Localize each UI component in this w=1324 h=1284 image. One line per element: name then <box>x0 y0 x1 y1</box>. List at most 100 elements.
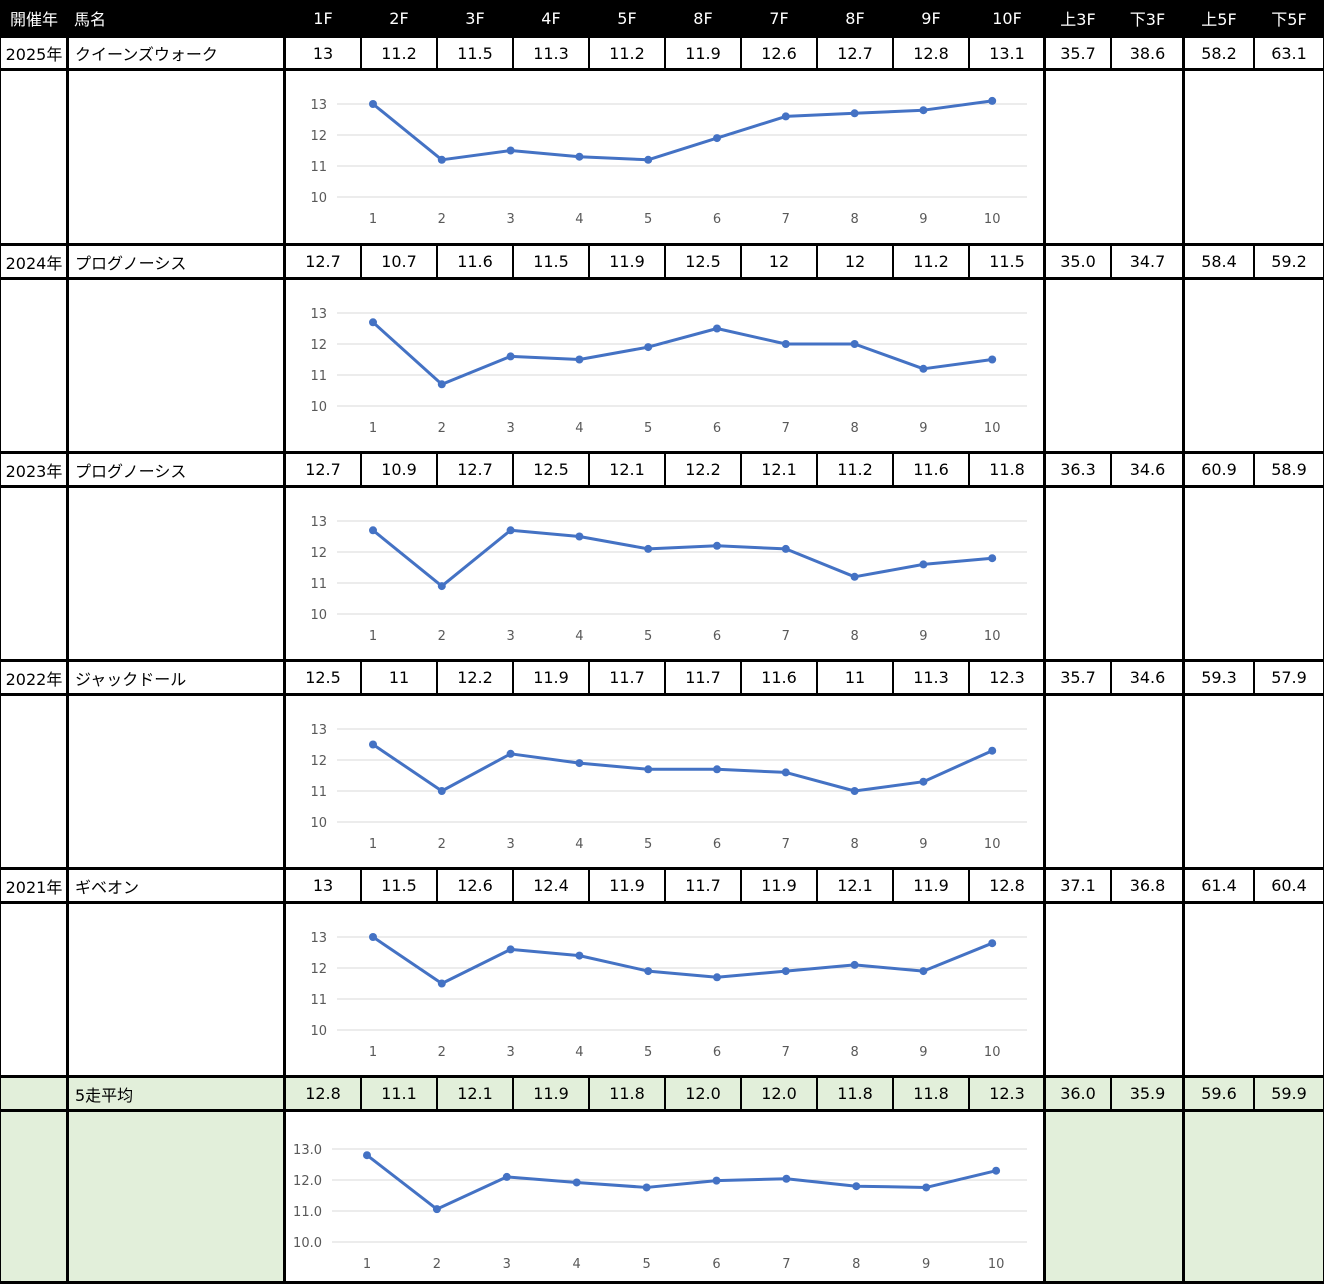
lap-time-cell[interactable]: 12.2 <box>665 452 741 487</box>
split-sum-cell[interactable]: 58.2 <box>1184 36 1254 70</box>
lap-time-cell[interactable]: 12.8 <box>893 36 969 70</box>
split-sum-cell[interactable]: 36.3 <box>1045 452 1111 487</box>
avg-lap-cell[interactable]: 12.3 <box>969 1076 1045 1111</box>
avg-lap-cell[interactable]: 11.1 <box>361 1076 437 1111</box>
lap-time-cell[interactable]: 12.7 <box>437 452 513 487</box>
avg-name-cell[interactable]: 5走平均 <box>68 1076 285 1111</box>
lap-time-cell[interactable]: 11.6 <box>741 660 817 695</box>
split-sum-cell[interactable]: 63.1 <box>1254 36 1324 70</box>
avg-sum-cell[interactable]: 36.0 <box>1045 1076 1111 1111</box>
lap-time-cell[interactable]: 11.8 <box>969 452 1045 487</box>
split-sum-cell[interactable]: 36.8 <box>1111 868 1184 903</box>
lap-time-cell[interactable]: 12.5 <box>513 452 589 487</box>
lap-time-cell[interactable]: 11 <box>361 660 437 695</box>
lap-time-cell[interactable]: 11.5 <box>361 868 437 903</box>
lap-time-cell[interactable]: 12.6 <box>741 36 817 70</box>
lap-time-cell[interactable]: 11.5 <box>437 36 513 70</box>
lap-time-cell[interactable]: 11.7 <box>665 660 741 695</box>
lap-time-cell[interactable]: 12.1 <box>817 868 893 903</box>
lap-time-cell[interactable]: 11.7 <box>589 660 665 695</box>
lap-time-cell[interactable]: 11.9 <box>589 244 665 279</box>
horse-name-cell[interactable]: プログノーシス <box>68 244 285 279</box>
lap-time-cell[interactable]: 11.3 <box>893 660 969 695</box>
year-cell[interactable]: 2024年 <box>0 244 68 279</box>
lap-time-cell[interactable]: 10.7 <box>361 244 437 279</box>
year-cell[interactable]: 2021年 <box>0 868 68 903</box>
avg-lap-cell[interactable]: 11.8 <box>589 1076 665 1111</box>
lap-time-cell[interactable]: 13.1 <box>969 36 1045 70</box>
split-sum-cell[interactable]: 35.0 <box>1045 244 1111 279</box>
lap-time-cell[interactable]: 11.7 <box>665 868 741 903</box>
avg-lap-cell[interactable]: 11.8 <box>817 1076 893 1111</box>
lap-time-cell[interactable]: 11.2 <box>817 452 893 487</box>
lap-time-cell[interactable]: 11.9 <box>893 868 969 903</box>
year-cell[interactable]: 2022年 <box>0 660 68 695</box>
year-cell[interactable]: 2025年 <box>0 36 68 70</box>
split-sum-cell[interactable]: 61.4 <box>1184 868 1254 903</box>
lap-time-cell[interactable]: 12 <box>817 244 893 279</box>
split-sum-cell[interactable]: 58.4 <box>1184 244 1254 279</box>
lap-time-cell[interactable]: 12.8 <box>969 868 1045 903</box>
lap-time-cell[interactable]: 12.2 <box>437 660 513 695</box>
split-sum-cell[interactable]: 34.6 <box>1111 660 1184 695</box>
lap-time-cell[interactable]: 11.5 <box>969 244 1045 279</box>
avg-year-cell[interactable] <box>0 1076 68 1111</box>
x-tick-label: 3 <box>506 212 514 227</box>
lap-time-cell[interactable]: 11 <box>817 660 893 695</box>
x-tick-label: 1 <box>369 1045 377 1060</box>
horse-name-cell[interactable]: プログノーシス <box>68 452 285 487</box>
lap-time-cell[interactable]: 12.4 <box>513 868 589 903</box>
split-sum-cell[interactable]: 59.2 <box>1254 244 1324 279</box>
lap-time-cell[interactable]: 11.5 <box>513 244 589 279</box>
lap-time-cell[interactable]: 12.7 <box>817 36 893 70</box>
avg-lap-cell[interactable]: 11.9 <box>513 1076 589 1111</box>
lap-time-cell[interactable]: 11.9 <box>589 868 665 903</box>
avg-lap-cell[interactable]: 12.0 <box>741 1076 817 1111</box>
avg-lap-cell[interactable]: 12.1 <box>437 1076 513 1111</box>
lap-time-cell[interactable]: 13 <box>285 36 361 70</box>
split-sum-cell[interactable]: 37.1 <box>1045 868 1111 903</box>
horse-name-cell[interactable]: クイーンズウォーク <box>68 36 285 70</box>
lap-time-cell[interactable]: 12.1 <box>589 452 665 487</box>
avg-sum-cell[interactable]: 35.9 <box>1111 1076 1184 1111</box>
split-sum-cell[interactable]: 34.6 <box>1111 452 1184 487</box>
avg-lap-cell[interactable]: 12.8 <box>285 1076 361 1111</box>
y-tick-label: 12 <box>310 754 327 769</box>
split-sum-cell[interactable]: 60.4 <box>1254 868 1324 903</box>
lap-time-cell[interactable]: 11.9 <box>665 36 741 70</box>
lap-time-cell[interactable]: 11.2 <box>893 244 969 279</box>
lap-time-cell[interactable]: 11.2 <box>361 36 437 70</box>
split-sum-cell[interactable]: 34.7 <box>1111 244 1184 279</box>
avg-lap-cell[interactable]: 12.0 <box>665 1076 741 1111</box>
lap-time-cell[interactable]: 12 <box>741 244 817 279</box>
lap-time-cell[interactable]: 12.7 <box>285 452 361 487</box>
avg-sum-cell[interactable]: 59.9 <box>1254 1076 1324 1111</box>
split-sum-cell[interactable]: 57.9 <box>1254 660 1324 695</box>
x-tick-label: 5 <box>644 1045 652 1060</box>
lap-time-cell[interactable]: 12.5 <box>285 660 361 695</box>
lap-time-cell[interactable]: 11.6 <box>437 244 513 279</box>
split-sum-cell[interactable]: 58.9 <box>1254 452 1324 487</box>
split-sum-cell[interactable]: 38.6 <box>1111 36 1184 70</box>
lap-time-cell[interactable]: 11.2 <box>589 36 665 70</box>
lap-time-cell[interactable]: 11.6 <box>893 452 969 487</box>
year-cell[interactable]: 2023年 <box>0 452 68 487</box>
lap-time-cell[interactable]: 11.3 <box>513 36 589 70</box>
split-sum-cell[interactable]: 35.7 <box>1045 660 1111 695</box>
lap-time-cell[interactable]: 13 <box>285 868 361 903</box>
lap-time-cell[interactable]: 12.3 <box>969 660 1045 695</box>
avg-lap-cell[interactable]: 11.8 <box>893 1076 969 1111</box>
lap-time-cell[interactable]: 11.9 <box>513 660 589 695</box>
lap-time-cell[interactable]: 10.9 <box>361 452 437 487</box>
lap-time-cell[interactable]: 11.9 <box>741 868 817 903</box>
lap-time-cell[interactable]: 12.7 <box>285 244 361 279</box>
split-sum-cell[interactable]: 59.3 <box>1184 660 1254 695</box>
lap-time-cell[interactable]: 12.1 <box>741 452 817 487</box>
lap-time-cell[interactable]: 12.5 <box>665 244 741 279</box>
avg-sum-cell[interactable]: 59.6 <box>1184 1076 1254 1111</box>
horse-name-cell[interactable]: ジャックドール <box>68 660 285 695</box>
split-sum-cell[interactable]: 60.9 <box>1184 452 1254 487</box>
lap-time-cell[interactable]: 12.6 <box>437 868 513 903</box>
split-sum-cell[interactable]: 35.7 <box>1045 36 1111 70</box>
horse-name-cell[interactable]: ギベオン <box>68 868 285 903</box>
